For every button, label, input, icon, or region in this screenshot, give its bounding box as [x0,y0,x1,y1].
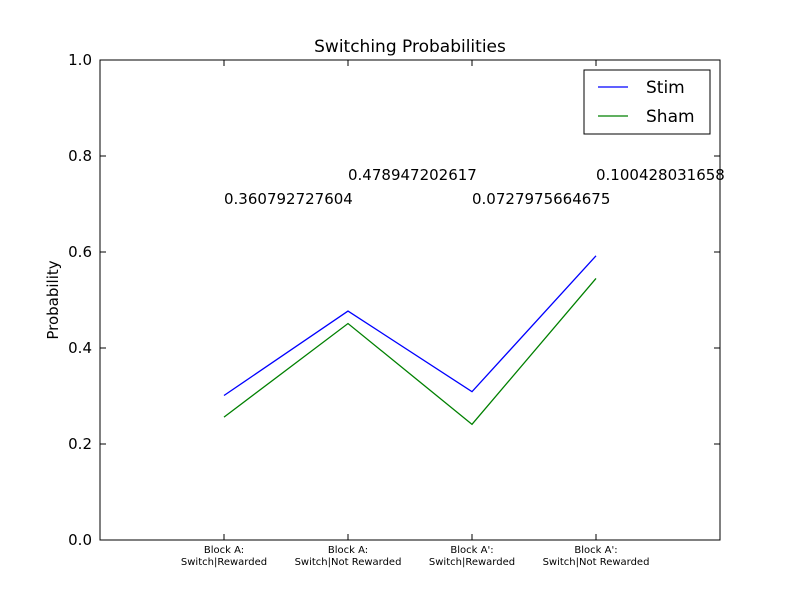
y-tick-label: 0.6 [68,243,92,261]
x-tick-label-line: Block A': [574,545,617,556]
x-tick-label-line: Switch|Rewarded [181,557,267,568]
x-tick-label: Block A': Switch|Not Rewarded [543,545,650,568]
y-axis-label: Probability [44,260,62,339]
y-tick-label: 0.0 [68,531,92,549]
x-tick-label-line: Block A: [204,545,244,556]
x-tick-label-line: Block A: [328,545,368,556]
x-tick-label-line: Switch|Rewarded [429,557,515,568]
chart-title: Switching Probabilities [314,37,506,57]
annotation-text: 0.100428031658 [596,166,725,184]
axes-frame [99,59,721,541]
x-tick-label-line: Switch|Not Rewarded [543,557,650,568]
x-tick-label: Block A: Switch|Rewarded [181,545,267,568]
y-tick-label: 0.2 [68,435,92,453]
y-tick-label: 1.0 [68,51,92,69]
legend-label-sham: Sham [646,107,695,127]
series-line-stim [223,255,597,397]
x-tick-label: Block A': Switch|Rewarded [429,545,515,568]
x-tick-label: Block A: Switch|Not Rewarded [295,545,402,568]
series-line-sham [223,277,597,426]
legend: Stim Sham [583,69,711,135]
legend-box [583,69,711,135]
y-tick-label: 0.4 [68,339,92,357]
annotation-text: 0.0727975664675 [472,190,610,208]
annotation-text: 0.360792727604 [224,190,353,208]
legend-label-stim: Stim [646,78,685,98]
x-tick-label-line: Switch|Not Rewarded [295,557,402,568]
annotation-text: 0.478947202617 [348,166,477,184]
y-tick-label: 0.8 [68,147,92,165]
x-tick-label-line: Block A': [450,545,493,556]
